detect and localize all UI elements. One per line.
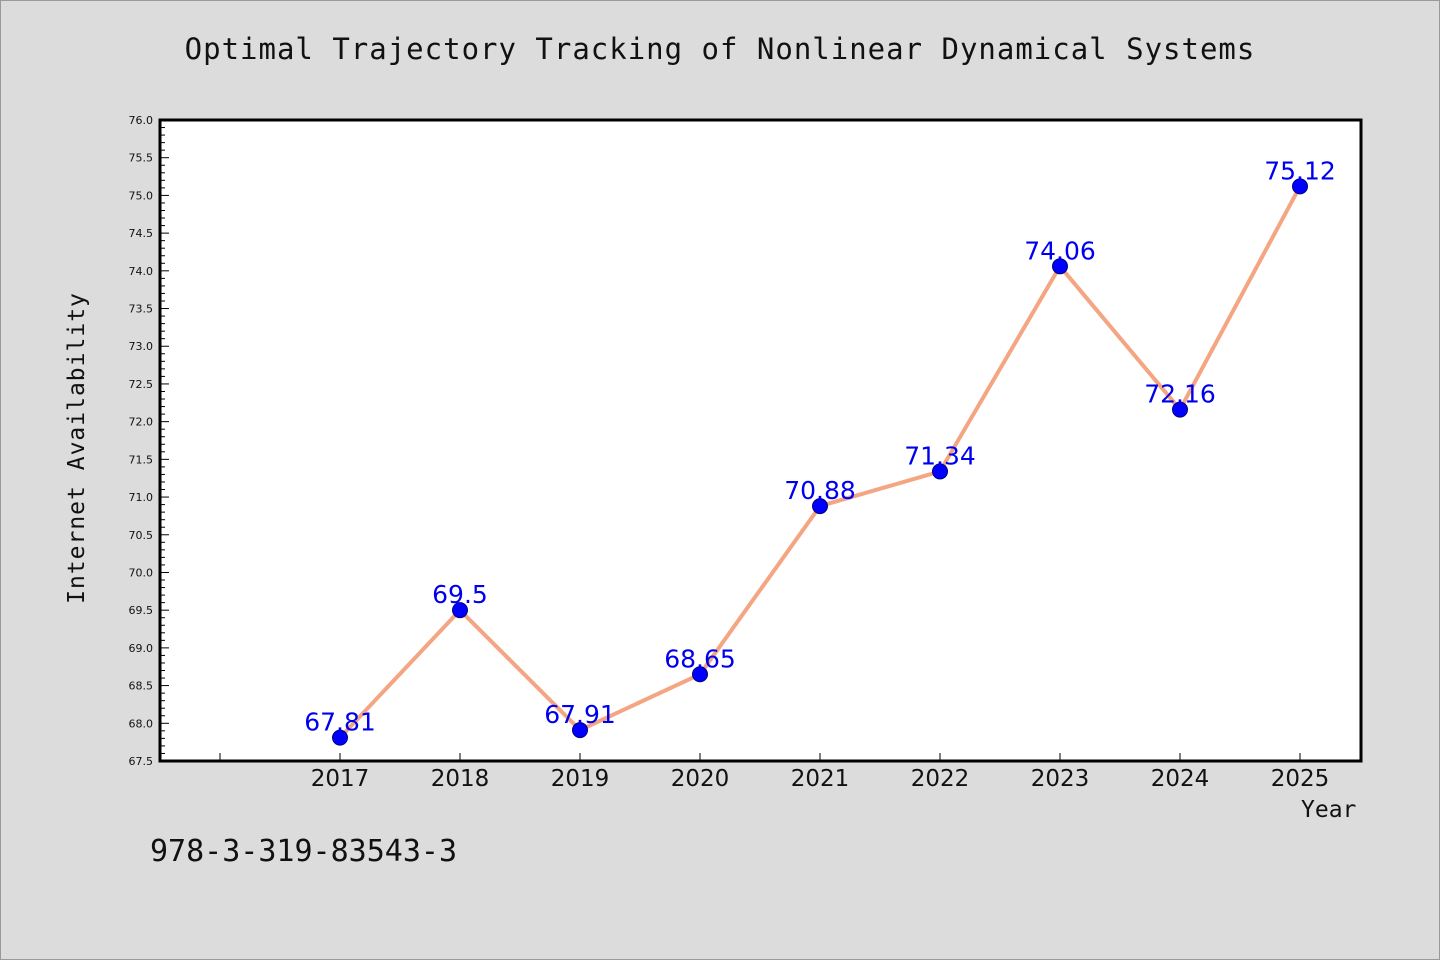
data-point <box>812 498 828 515</box>
data-label: 70.88 <box>784 476 856 505</box>
data-point <box>932 463 948 480</box>
data-point <box>692 666 708 683</box>
chart-title: Optimal Trajectory Tracking of Nonlinear… <box>184 32 1256 66</box>
y-tick-label: 75.5 <box>129 152 154 165</box>
series-group <box>332 178 1308 746</box>
data-point <box>572 722 588 739</box>
data-point <box>1172 401 1188 418</box>
x-axis-label: Year <box>1301 797 1357 823</box>
y-tick-label: 74.5 <box>129 227 154 240</box>
x-tick-label: 2024 <box>1151 766 1210 792</box>
y-tick-label: 71.0 <box>129 491 154 504</box>
plot-area <box>158 118 1363 763</box>
x-tick-label: 2022 <box>911 766 970 792</box>
data-point <box>1052 258 1068 275</box>
data-label: 67.91 <box>544 700 616 729</box>
data-point <box>1292 178 1308 195</box>
x-axis: 2017 2018 2019 2020 2021 2022 2023 2024 2025 <box>219 753 1330 792</box>
x-tick-label: 2018 <box>431 766 490 792</box>
x-tick-label: 2025 <box>1271 766 1330 792</box>
y-tick-label: 73.5 <box>129 303 154 316</box>
x-tick-label: 2020 <box>671 766 730 792</box>
y-tick-label: 75.0 <box>129 189 154 202</box>
y-tick-label: 69.5 <box>129 604 154 617</box>
x-tick-label: 2017 <box>311 766 370 792</box>
data-point <box>332 729 348 746</box>
y-tick-label: 68.0 <box>129 717 154 730</box>
y-tick-label: 74.0 <box>129 265 154 278</box>
y-tick-label: 70.0 <box>129 566 154 579</box>
y-tick-label: 71.5 <box>129 453 154 466</box>
y-tick-label: 72.0 <box>129 416 154 429</box>
y-tick-label: 68.5 <box>129 680 154 693</box>
data-label: 74.06 <box>1024 236 1096 265</box>
isbn-text: 978-3-319-83543-3 <box>150 834 458 869</box>
data-label: 67.81 <box>304 708 376 737</box>
data-label: 68.65 <box>664 644 736 673</box>
y-tick-label: 70.5 <box>129 529 154 542</box>
x-tick-label: 2021 <box>791 766 850 792</box>
data-labels: 67.81 69.5 67.91 68.65 70.88 71.34 74.06 72.16 7… <box>304 156 1336 736</box>
data-point <box>452 602 468 619</box>
y-tick-label: 76.0 <box>129 114 154 127</box>
data-label: 75.12 <box>1264 156 1336 185</box>
y-tick-label: 72.5 <box>129 378 154 391</box>
y-tick-label: 67.5 <box>129 755 154 768</box>
y-tick-label: 69.0 <box>129 642 154 655</box>
data-label: 69.5 <box>432 580 488 609</box>
x-tick-label: 2019 <box>551 766 610 792</box>
data-label: 72.16 <box>1144 380 1216 409</box>
y-tick-label: 73.0 <box>129 340 154 353</box>
data-label: 71.34 <box>904 441 976 470</box>
x-tick-label: 2023 <box>1031 766 1090 792</box>
y-axis: 67.5 68.0 68.5 69.0 69.5 70.0 70.5 71.0 71.5 72.0… <box>129 114 169 768</box>
